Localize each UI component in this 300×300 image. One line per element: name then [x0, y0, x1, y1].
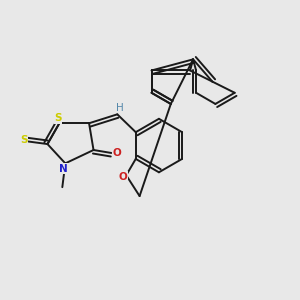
Text: O: O [118, 172, 127, 182]
Text: S: S [20, 135, 27, 145]
Text: H: H [116, 103, 124, 113]
Text: N: N [59, 164, 68, 174]
Text: O: O [112, 148, 121, 158]
Text: S: S [54, 113, 62, 123]
